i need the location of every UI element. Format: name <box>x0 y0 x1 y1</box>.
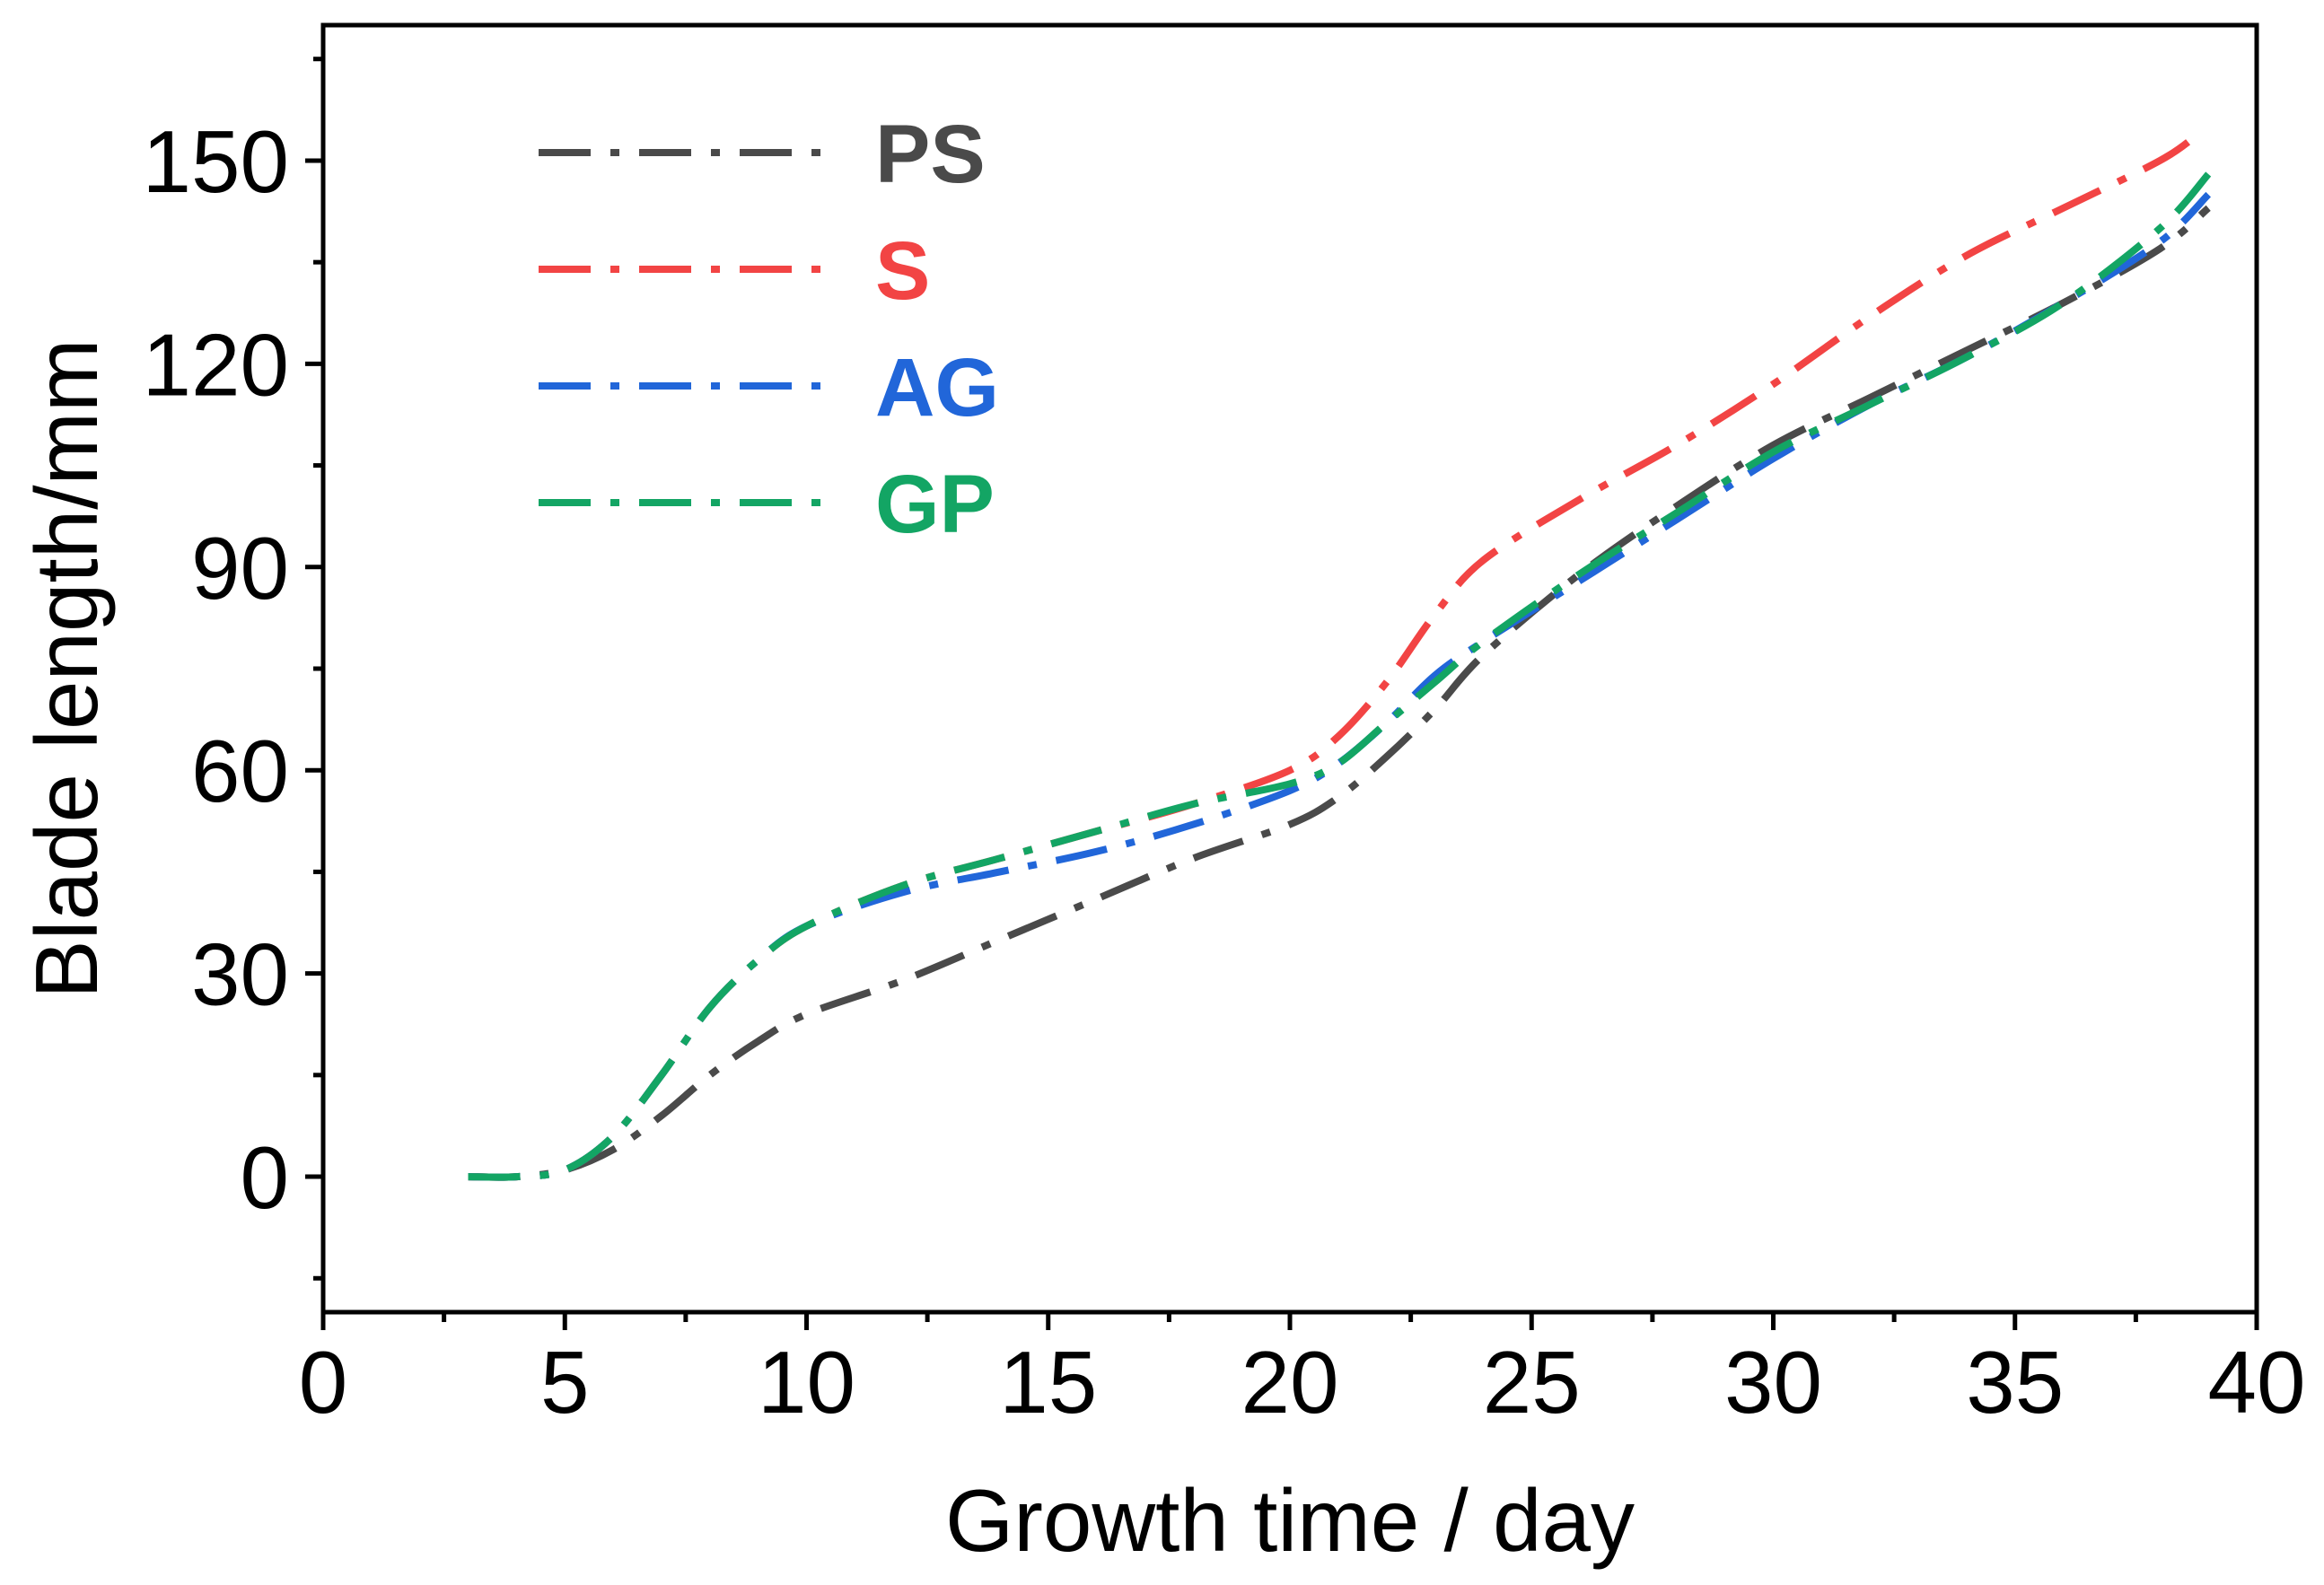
y-tick-label: 150 <box>142 112 289 211</box>
series-line-gp <box>468 171 2212 1181</box>
x-tick-label: 10 <box>758 1333 855 1432</box>
plot-frame <box>320 22 2259 1315</box>
y-tick-label: 60 <box>191 722 289 820</box>
x-tick-label: 40 <box>2207 1333 2305 1432</box>
legend-label-ag: AG <box>875 342 999 433</box>
y-tick-label: 30 <box>191 925 289 1024</box>
x-tick-label: 20 <box>1241 1333 1338 1432</box>
x-tick-label: 30 <box>1724 1333 1822 1432</box>
x-axis-title: Growth time / day <box>945 1471 1635 1570</box>
x-tick-label: 25 <box>1483 1333 1581 1432</box>
y-axis-ticks: 0 30 60 90 120 150 <box>142 57 323 1281</box>
legend-label-gp: GP <box>875 459 995 550</box>
x-tick-label: 5 <box>540 1333 590 1432</box>
series-line-s <box>468 130 2201 1181</box>
series-lines <box>468 130 2212 1181</box>
series-line-ag <box>468 191 2212 1181</box>
y-axis-title: Blade length/mm <box>17 338 116 998</box>
x-axis-ticks: 0 5 10 15 20 25 30 35 40 <box>299 1312 2306 1432</box>
legend: PS S AG GP <box>539 109 999 550</box>
y-tick-label: 90 <box>191 519 289 617</box>
legend-label-ps: PS <box>875 109 986 200</box>
y-tick-label: 0 <box>240 1128 289 1227</box>
x-tick-label: 15 <box>999 1333 1097 1432</box>
legend-label-s: S <box>875 225 930 317</box>
x-tick-label: 35 <box>1966 1333 2064 1432</box>
series-line-ps <box>468 205 2211 1181</box>
y-tick-label: 120 <box>142 315 289 414</box>
x-tick-label: 0 <box>299 1333 348 1432</box>
